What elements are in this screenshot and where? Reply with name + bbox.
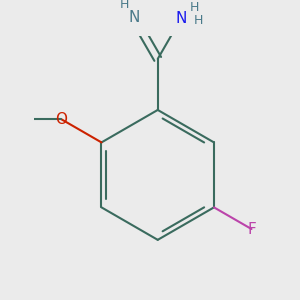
Text: N: N	[175, 11, 187, 26]
Text: N: N	[129, 10, 140, 25]
Text: O: O	[55, 112, 67, 127]
Text: H: H	[193, 14, 203, 27]
Text: H: H	[189, 2, 199, 14]
Text: H: H	[120, 0, 129, 11]
Text: F: F	[247, 221, 256, 236]
